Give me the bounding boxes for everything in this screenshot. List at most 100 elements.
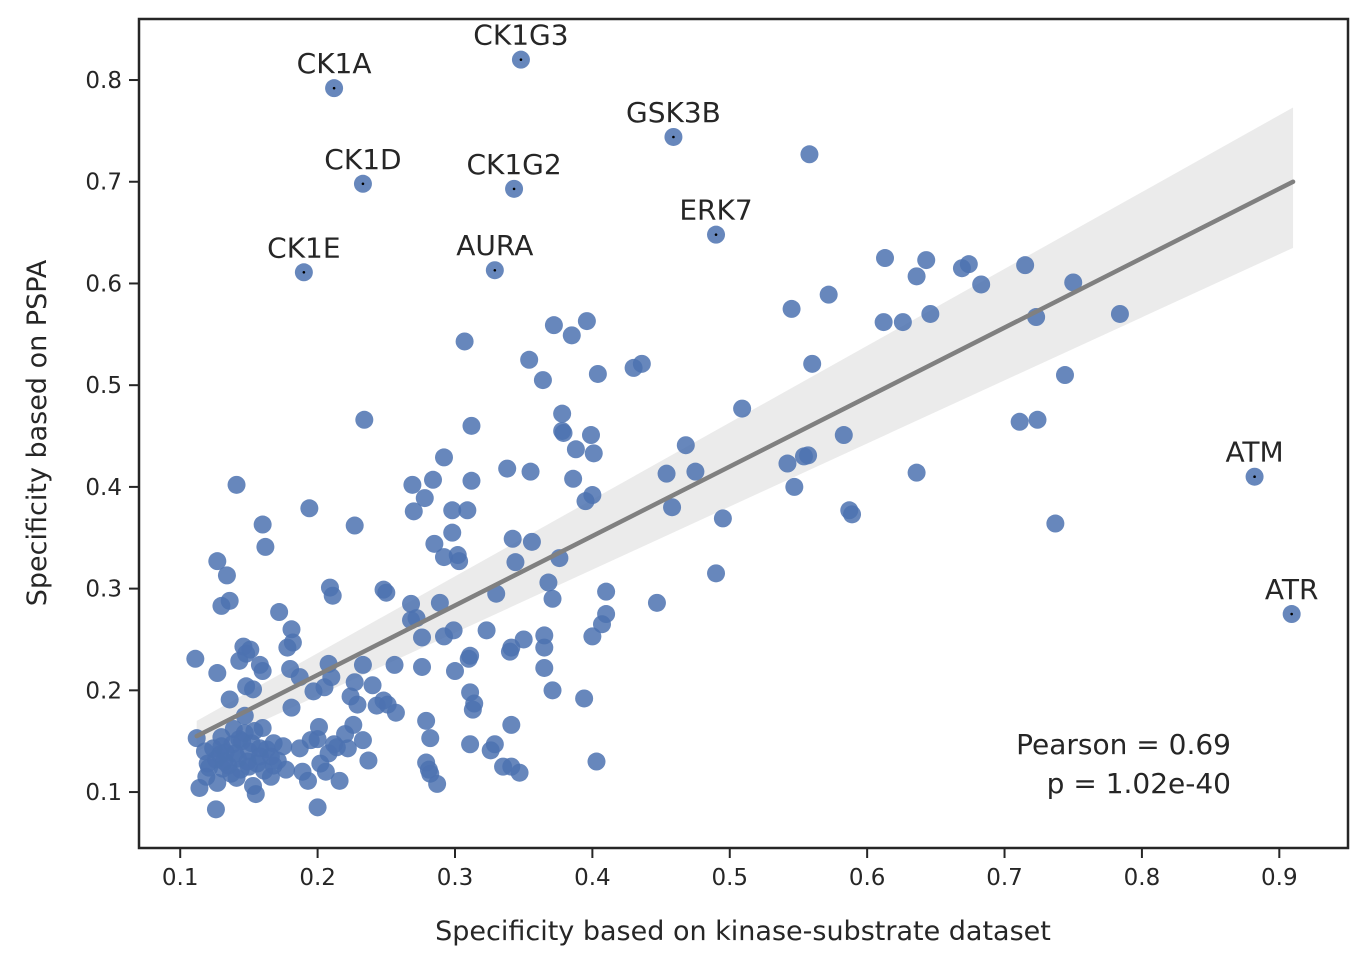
data-point — [843, 505, 862, 524]
data-point — [253, 662, 272, 681]
data-point — [186, 649, 205, 668]
y-tick-label: 0.6 — [85, 271, 122, 297]
data-point — [576, 492, 595, 511]
data-point — [676, 436, 695, 455]
data-point — [353, 655, 372, 674]
data-point — [477, 621, 496, 640]
data-point — [355, 410, 374, 429]
data-point — [200, 758, 219, 777]
label-anchor-dot — [302, 270, 306, 274]
y-tick-label: 0.8 — [85, 68, 122, 94]
data-point — [430, 593, 449, 612]
data-point — [323, 586, 342, 605]
data-point — [268, 751, 287, 770]
data-point — [282, 620, 301, 639]
data-point — [450, 552, 469, 571]
data-point — [713, 509, 732, 528]
label-anchor-dot — [1290, 612, 1293, 616]
data-point — [907, 463, 926, 482]
y-tick-label: 0.2 — [85, 678, 122, 704]
data-point — [345, 673, 364, 692]
pearson-stat: Pearson = 0.69 — [1016, 728, 1231, 761]
plot-area-frame — [137, 17, 1350, 850]
data-point — [353, 731, 372, 750]
point-label-atm: ATM — [1225, 436, 1283, 469]
data-point — [657, 464, 676, 483]
data-point — [206, 800, 225, 819]
data-point — [208, 773, 227, 792]
data-point — [1028, 410, 1047, 429]
x-tick-label: 0.9 — [1261, 865, 1298, 891]
data-point — [535, 638, 554, 657]
data-point — [459, 649, 478, 668]
data-point — [359, 751, 378, 770]
data-point — [417, 711, 436, 730]
data-point — [876, 249, 895, 268]
x-tick-label: 0.5 — [711, 865, 748, 891]
label-anchor-dot — [519, 58, 523, 61]
data-point — [1046, 514, 1065, 533]
data-point — [413, 628, 432, 647]
data-point — [363, 676, 382, 695]
data-point — [282, 698, 301, 717]
data-point — [481, 741, 500, 760]
data-point — [434, 448, 453, 467]
data-point — [575, 689, 594, 708]
data-point — [348, 695, 367, 714]
data-point — [428, 774, 447, 793]
point-label-atr: ATR — [1265, 573, 1319, 606]
data-point — [502, 715, 521, 734]
data-point — [300, 499, 319, 518]
data-point — [462, 416, 481, 435]
data-point — [803, 354, 822, 373]
data-point — [278, 638, 297, 657]
data-point — [338, 739, 357, 758]
data-point — [402, 594, 421, 613]
labeled-points-layer: CK1G3 CK1A GSK3B CK1D CK1G2 ERK7 CK1E AURA ATM AT… — [267, 19, 1319, 624]
regression-line-layer — [194, 179, 1296, 739]
y-tick-label: 0.3 — [85, 577, 122, 603]
data-point — [533, 371, 552, 390]
y-axis-title: Specificity based on PSPA — [22, 259, 53, 606]
data-point — [522, 532, 541, 551]
data-point — [874, 313, 893, 332]
data-point — [208, 552, 227, 571]
x-axis-title: Specificity based on kinase-substrate da… — [435, 916, 1051, 947]
data-point — [419, 760, 438, 779]
x-tick-label: 0.2 — [299, 865, 336, 891]
data-point — [921, 304, 940, 323]
data-point — [264, 734, 283, 753]
data-point — [377, 583, 396, 602]
data-point — [204, 739, 223, 758]
data-point — [539, 573, 558, 592]
label-anchor-dot — [332, 86, 336, 90]
data-point — [663, 498, 682, 517]
data-point — [554, 423, 573, 442]
data-point — [778, 454, 797, 473]
data-point — [434, 627, 453, 646]
data-point — [917, 251, 936, 270]
data-point — [424, 470, 443, 489]
data-point — [290, 739, 309, 758]
point-label-ck1d: CK1D — [324, 143, 401, 176]
data-point — [582, 426, 601, 445]
data-point — [799, 446, 818, 465]
point-label-ck1a: CK1A — [297, 47, 372, 80]
data-points-layer — [186, 145, 1129, 819]
data-point — [503, 529, 522, 548]
x-tick-label: 0.1 — [162, 865, 199, 891]
data-point — [316, 762, 335, 781]
data-point — [230, 651, 249, 670]
data-point — [462, 471, 481, 490]
data-point — [587, 752, 606, 771]
point-label-gsk3b: GSK3B — [626, 96, 721, 129]
data-point — [510, 763, 529, 782]
data-point — [588, 364, 607, 383]
data-point — [298, 771, 317, 790]
data-point — [270, 603, 289, 622]
data-point — [415, 489, 434, 508]
data-point — [208, 664, 227, 683]
data-point — [1016, 256, 1035, 275]
label-anchor-dot — [1253, 475, 1256, 479]
x-tick-label: 0.4 — [574, 865, 611, 891]
